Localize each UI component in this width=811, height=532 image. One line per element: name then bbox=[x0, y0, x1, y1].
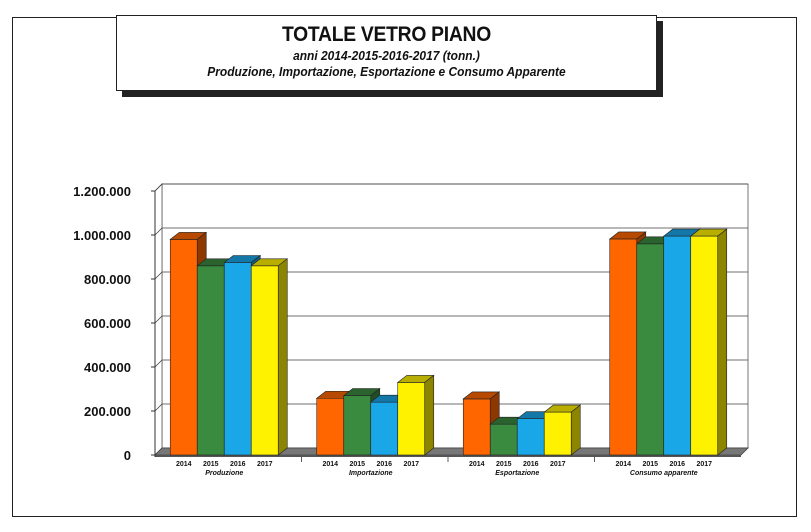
bar bbox=[489, 423, 518, 456]
bar-side bbox=[277, 258, 288, 456]
bar-side bbox=[424, 374, 435, 456]
bar bbox=[663, 235, 692, 456]
y-tick-label: 800.000 bbox=[84, 272, 131, 287]
bar bbox=[370, 401, 399, 456]
gridline bbox=[154, 271, 748, 280]
bar bbox=[543, 411, 572, 456]
x-category-label: Importazione bbox=[349, 470, 393, 477]
bar bbox=[196, 265, 225, 456]
gridline bbox=[154, 315, 748, 324]
x-category-label: Consumo apparente bbox=[630, 470, 698, 477]
x-category-label: Produzione bbox=[205, 470, 243, 477]
x-series-label: 2014 bbox=[176, 461, 192, 468]
bar bbox=[462, 398, 491, 456]
chart-title: TOTALE VETRO PIANO bbox=[281, 23, 491, 46]
x-series-label: 2016 bbox=[669, 461, 685, 468]
x-series-label: 2016 bbox=[523, 461, 539, 468]
gridline bbox=[154, 403, 748, 412]
gridline bbox=[154, 359, 748, 368]
x-series-label: 2015 bbox=[642, 461, 658, 468]
x-series-label: 2017 bbox=[403, 461, 419, 468]
y-tick-label: 400.000 bbox=[84, 360, 131, 375]
x-category-label: Esportazione bbox=[495, 470, 539, 477]
chart-subtitle-categories: Produzione, Importazione, Esportazione e… bbox=[207, 64, 566, 79]
x-series-label: 2017 bbox=[257, 461, 273, 468]
x-series-label: 2014 bbox=[469, 461, 485, 468]
y-tick-label: 1.000.000 bbox=[73, 228, 131, 243]
y-tick-label: 0 bbox=[124, 448, 131, 463]
bar bbox=[223, 262, 252, 456]
bar bbox=[343, 395, 372, 456]
bar-side bbox=[717, 228, 728, 456]
plot-floor-edge bbox=[155, 455, 741, 457]
gridline bbox=[154, 227, 748, 236]
x-series-label: 2016 bbox=[376, 461, 392, 468]
x-series-label: 2017 bbox=[550, 461, 566, 468]
bar bbox=[250, 265, 279, 456]
x-series-label: 2015 bbox=[203, 461, 219, 468]
x-series-label: 2017 bbox=[696, 461, 712, 468]
title-box: TOTALE VETRO PIANO anni 2014-2015-2016-2… bbox=[116, 15, 657, 91]
bar bbox=[316, 397, 345, 456]
gridline bbox=[154, 183, 748, 192]
y-tick-label: 200.000 bbox=[84, 404, 131, 419]
y-tick-label: 1.200.000 bbox=[73, 184, 131, 199]
bar bbox=[690, 235, 719, 456]
x-series-label: 2016 bbox=[230, 461, 246, 468]
bar-side bbox=[570, 404, 581, 456]
x-series-label: 2015 bbox=[349, 461, 365, 468]
bar bbox=[609, 238, 638, 456]
x-series-label: 2014 bbox=[322, 461, 338, 468]
bar bbox=[397, 382, 426, 456]
y-tick-label: 600.000 bbox=[84, 316, 131, 331]
x-series-label: 2014 bbox=[615, 461, 631, 468]
x-series-label: 2015 bbox=[496, 461, 512, 468]
bar bbox=[516, 418, 545, 456]
bar bbox=[169, 239, 198, 456]
chart-subtitle-years: anni 2014-2015-2016-2017 (tonn.) bbox=[293, 48, 480, 63]
bar bbox=[636, 243, 665, 456]
